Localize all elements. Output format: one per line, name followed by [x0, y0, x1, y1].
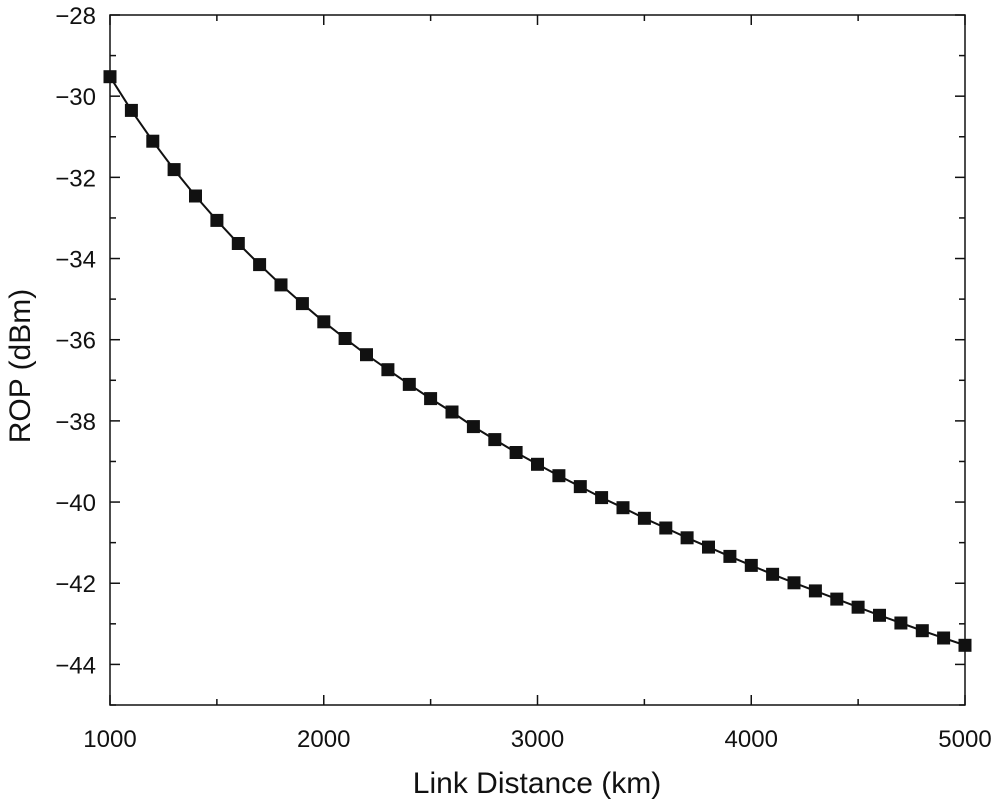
- data-point-marker: [360, 348, 373, 362]
- axes: 1000 2000 3000 4000 5000 −44 −42 −40 −38 −36 −34 −3…: [55, 3, 991, 753]
- data-point-marker: [253, 258, 267, 272]
- data-point-marker: [808, 584, 822, 598]
- data-point-marker: [509, 446, 523, 459]
- data-point-marker: [766, 567, 780, 581]
- data-point-marker: [637, 511, 651, 525]
- data-point-marker: [445, 405, 459, 419]
- data-point-marker: [488, 433, 502, 447]
- data-point-marker: [103, 70, 117, 84]
- data-point-marker: [317, 315, 331, 329]
- data-point-marker: [723, 549, 737, 563]
- x-axis-title: Link Distance (km): [413, 767, 661, 800]
- data-point-marker: [958, 638, 972, 652]
- data-point-marker: [189, 189, 202, 203]
- series-line: [109, 76, 966, 647]
- data-point-marker: [424, 392, 438, 406]
- data-point-marker: [402, 377, 416, 391]
- y-axis-title: ROP (dBm): [4, 289, 37, 443]
- data-point-marker: [466, 420, 480, 434]
- data-point-marker: [595, 491, 609, 505]
- data-point-marker: [124, 103, 138, 117]
- x-tick-label: 4000: [725, 726, 778, 753]
- data-point-marker: [167, 163, 181, 177]
- data-point-marker: [744, 558, 758, 572]
- data-point-marker: [659, 521, 673, 535]
- x-tick-label: 3000: [511, 726, 564, 753]
- data-point-marker: [873, 608, 886, 622]
- data-point-marker: [830, 592, 844, 606]
- x-tick-label: 2000: [297, 726, 350, 753]
- data-point-marker: [146, 134, 160, 148]
- y-tick-label: −40: [55, 490, 96, 517]
- data-point-marker: [274, 278, 288, 292]
- data-point-marker: [680, 531, 694, 545]
- data-point-marker: [616, 501, 630, 515]
- y-tick-label: −36: [55, 328, 96, 355]
- data-point-marker: [787, 576, 801, 590]
- y-tick-label: −30: [55, 84, 96, 111]
- data-point-marker: [851, 600, 865, 614]
- data-point-marker: [573, 480, 587, 494]
- y-tick-label: −38: [55, 409, 96, 436]
- data-point-marker: [915, 624, 929, 638]
- data-series: [103, 70, 972, 652]
- data-point-marker: [338, 332, 352, 345]
- data-point-marker: [381, 363, 395, 377]
- data-point-marker: [937, 631, 951, 645]
- y-tick-label: −44: [55, 652, 96, 679]
- y-tick-label: −28: [55, 3, 96, 30]
- y-tick-label: −42: [55, 571, 96, 598]
- data-point-marker: [531, 457, 544, 471]
- y-tick-label: −34: [55, 247, 96, 274]
- data-point-marker: [231, 237, 245, 250]
- x-tick-label: 1000: [83, 726, 136, 753]
- data-point-marker: [552, 469, 566, 483]
- data-point-marker: [210, 213, 224, 227]
- data-point-marker: [894, 616, 908, 630]
- data-point-marker: [702, 540, 715, 554]
- y-tick-label: −32: [55, 165, 96, 192]
- x-tick-label: 5000: [938, 726, 991, 753]
- data-point-marker: [295, 297, 309, 311]
